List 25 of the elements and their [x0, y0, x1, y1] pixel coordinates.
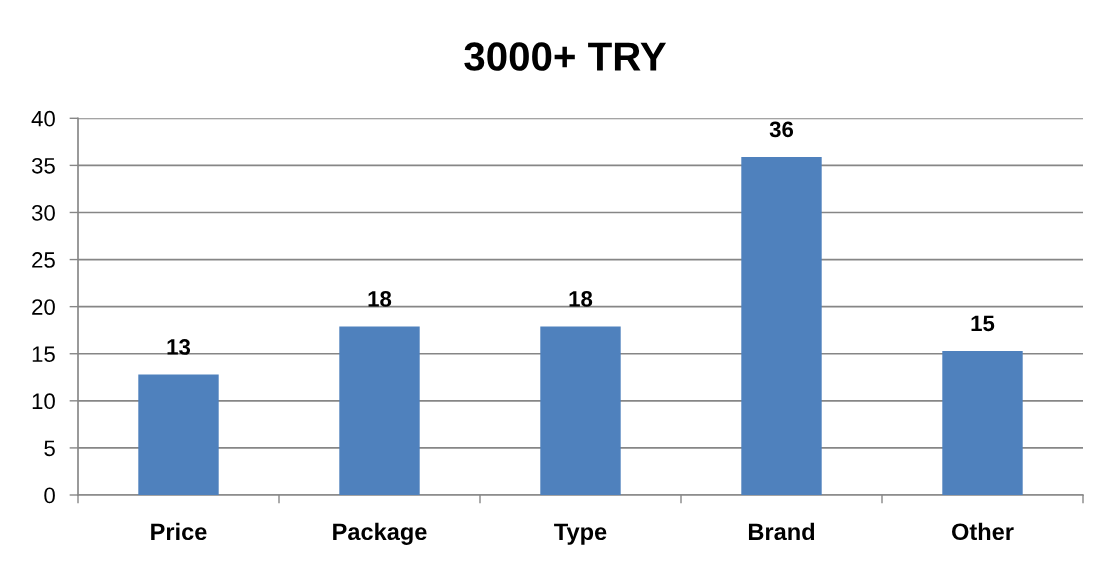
data-label: 13 — [167, 339, 191, 355]
y-tick-label: 30 — [31, 205, 55, 221]
bar — [339, 326, 420, 495]
y-tick-label: 20 — [32, 299, 55, 315]
x-tick-label: Type — [554, 523, 607, 545]
y-tick-label: 40 — [31, 110, 55, 127]
bar — [942, 350, 1023, 495]
y-tick-label: 15 — [32, 346, 55, 363]
data-label: 18 — [368, 291, 392, 307]
y-tick-label: 10 — [32, 393, 55, 410]
data-label: 18 — [569, 291, 593, 307]
bar — [741, 156, 822, 495]
bar — [138, 374, 219, 495]
y-tick-label: 25 — [32, 252, 55, 268]
x-tick-label: Brand — [748, 522, 815, 541]
x-tick-label: Other — [951, 522, 1014, 541]
y-tick-label: 5 — [44, 440, 55, 457]
y-tick-label: 35 — [31, 157, 55, 174]
data-label: 15 — [971, 315, 995, 332]
data-label: 36 — [769, 121, 794, 138]
chart-title: 3000+ TRY — [464, 42, 667, 71]
x-tick-label: Package — [333, 522, 427, 545]
bar — [540, 326, 621, 495]
x-tick-label: Price — [151, 522, 207, 541]
y-tick-label: 0 — [44, 487, 55, 504]
